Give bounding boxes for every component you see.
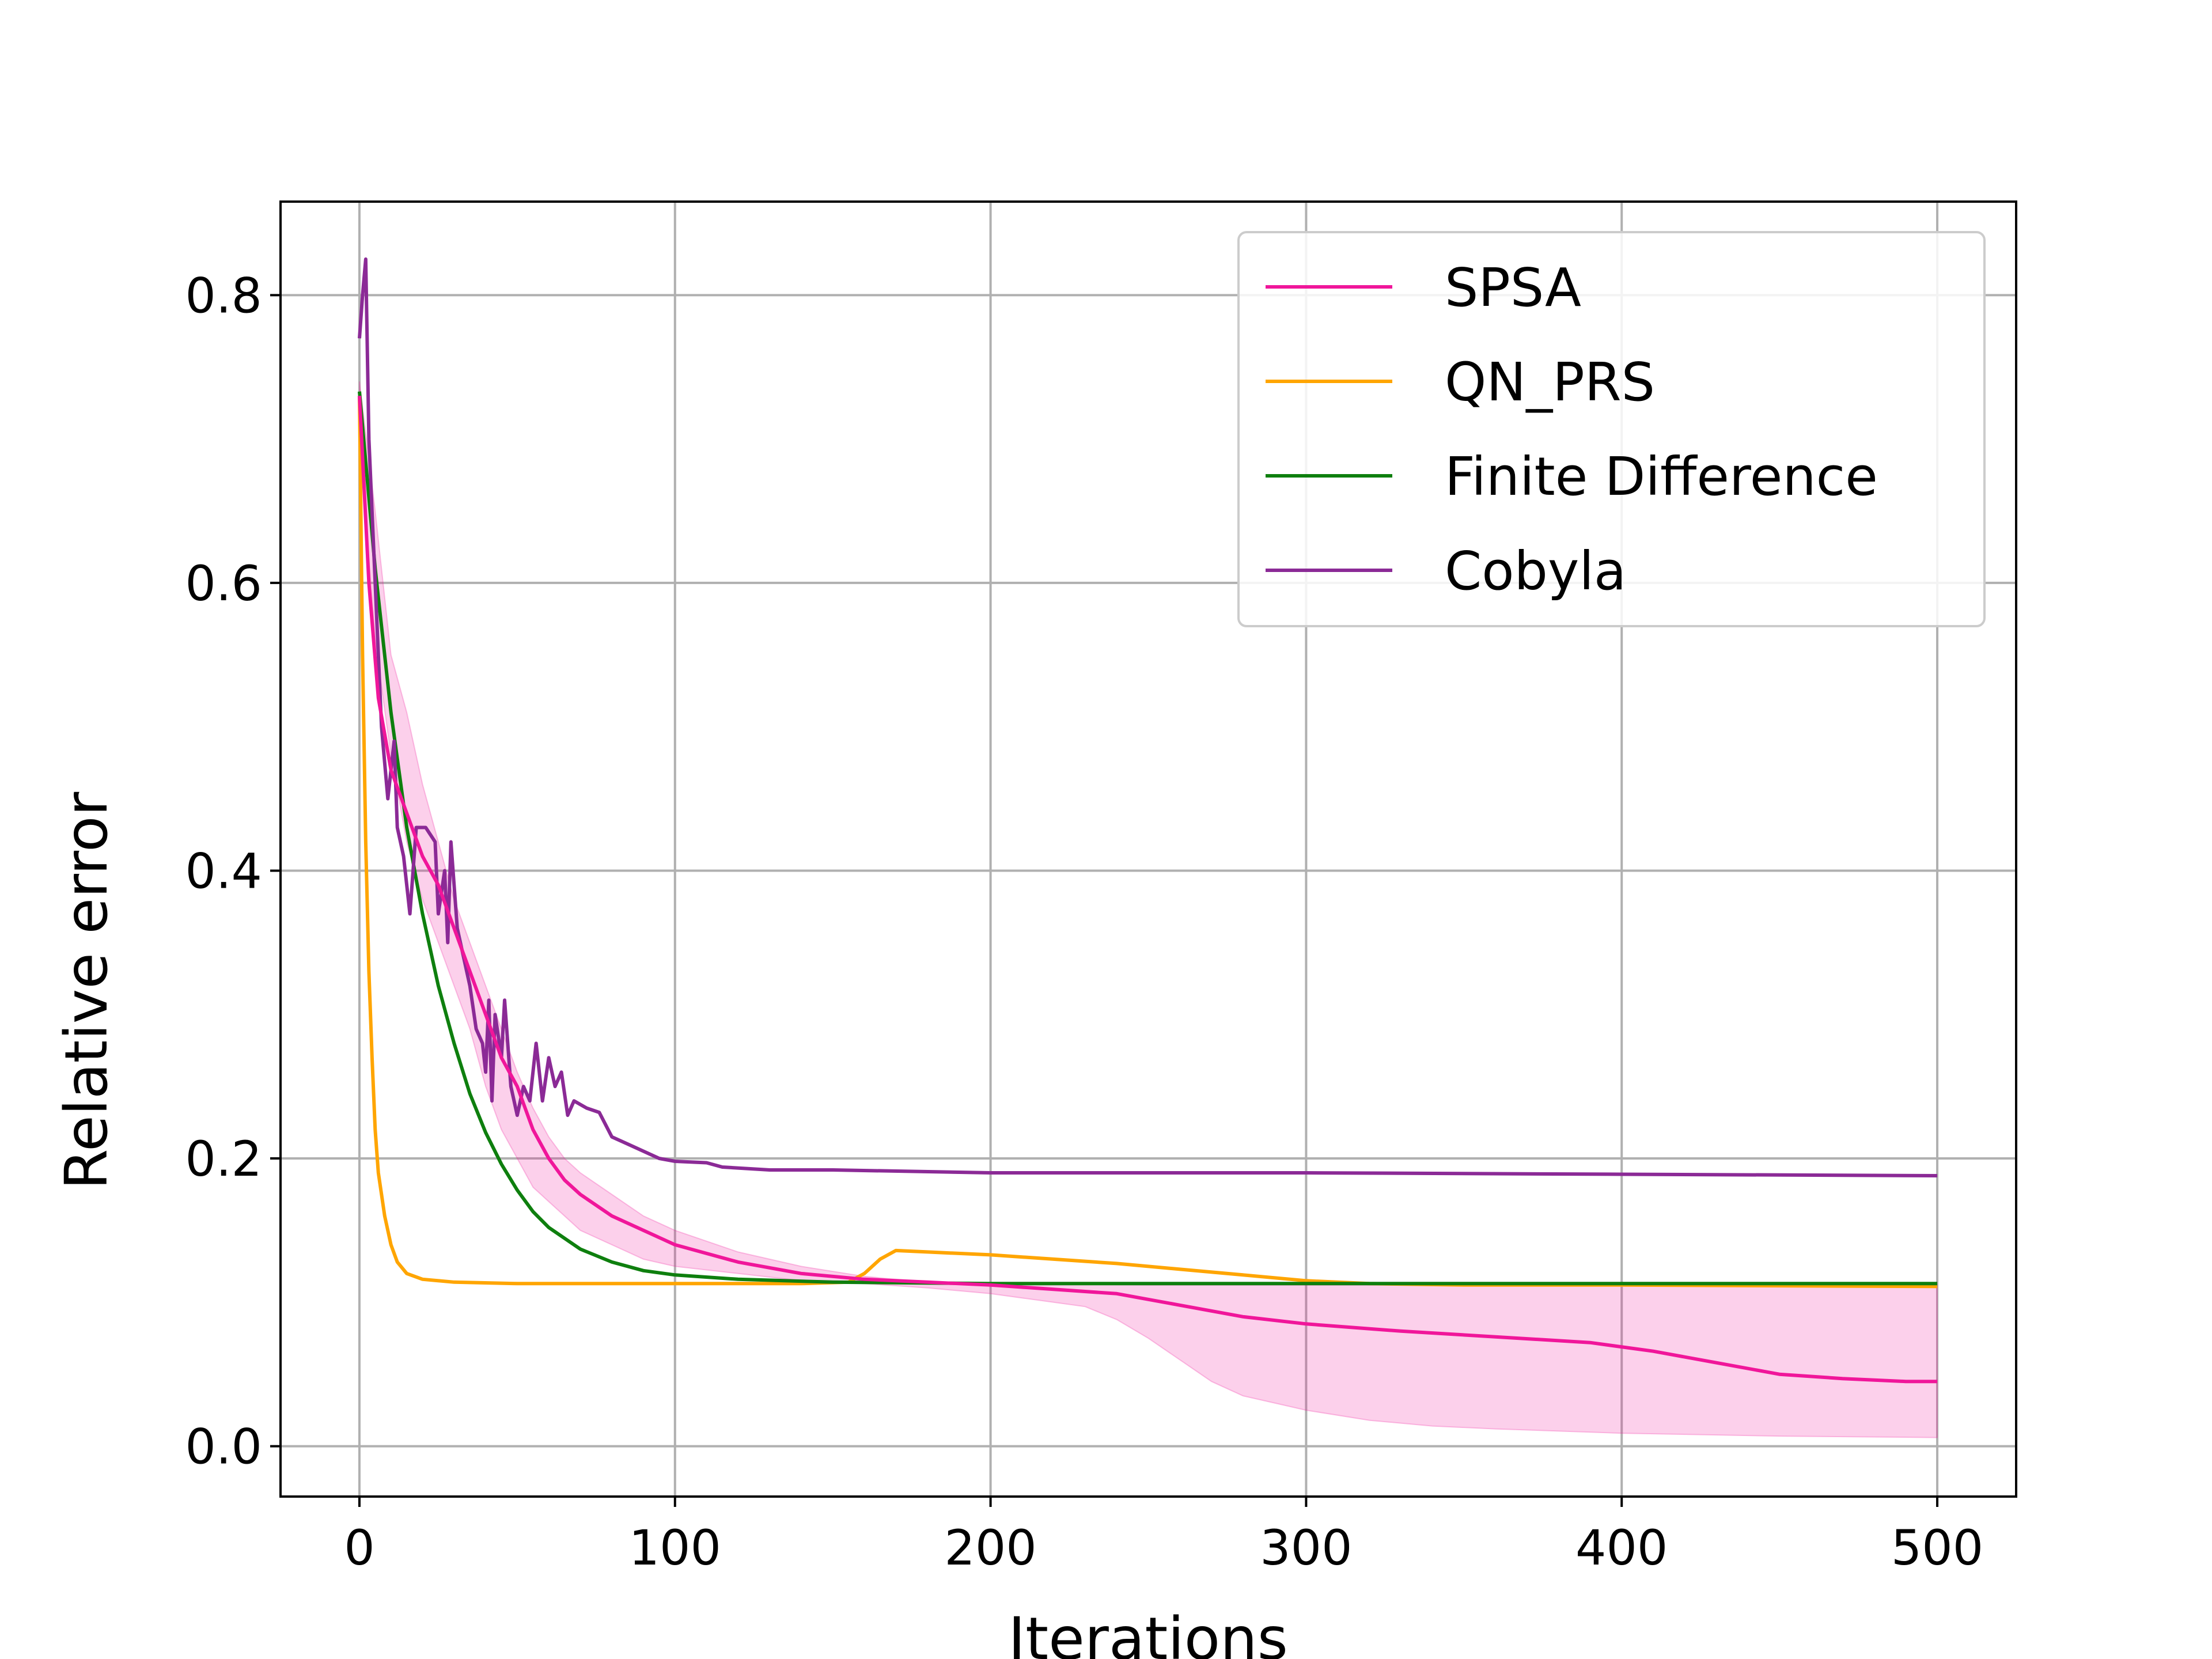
y-tick-label: 0.0: [185, 1419, 262, 1475]
series-line-qn-prs: [358, 396, 1938, 1289]
y-tick-label: 0.4: [185, 843, 262, 899]
legend-label-qn-prs: QN_PRS: [1445, 351, 1655, 413]
x-tick-label: 400: [1575, 1520, 1668, 1576]
legend: SPSA QN_PRS Finite Difference Cobyla: [1237, 231, 1986, 627]
y-tick-label: 0.6: [185, 555, 262, 612]
plot-frame: [279, 200, 2017, 1498]
legend-label-cobyla: Cobyla: [1445, 540, 1626, 602]
y-tick-label: 0.2: [185, 1131, 262, 1187]
series-layer: [358, 257, 1938, 1438]
series-line-finite-difference: [358, 391, 1937, 1286]
y-axis-title: Relative error: [52, 792, 121, 1190]
x-tick-label: 200: [944, 1520, 1036, 1576]
x-axis-title: Iterations: [1008, 1605, 1288, 1659]
legend-box: [1237, 231, 1986, 627]
x-tick-label: 500: [1891, 1520, 1983, 1576]
legend-label-finite-difference: Finite Difference: [1445, 446, 1878, 507]
axis-ticks: 0 100 200 300 400 500 0.0 0.2 0.4 0.6 0.8: [185, 267, 1983, 1576]
x-tick-label: 0: [344, 1520, 374, 1576]
x-tick-label: 300: [1260, 1520, 1352, 1576]
series-line-spsa: [358, 396, 1937, 1384]
y-tick-label: 0.8: [185, 267, 262, 324]
legend-label-spsa: SPSA: [1445, 257, 1581, 319]
x-tick-label: 100: [629, 1520, 721, 1576]
